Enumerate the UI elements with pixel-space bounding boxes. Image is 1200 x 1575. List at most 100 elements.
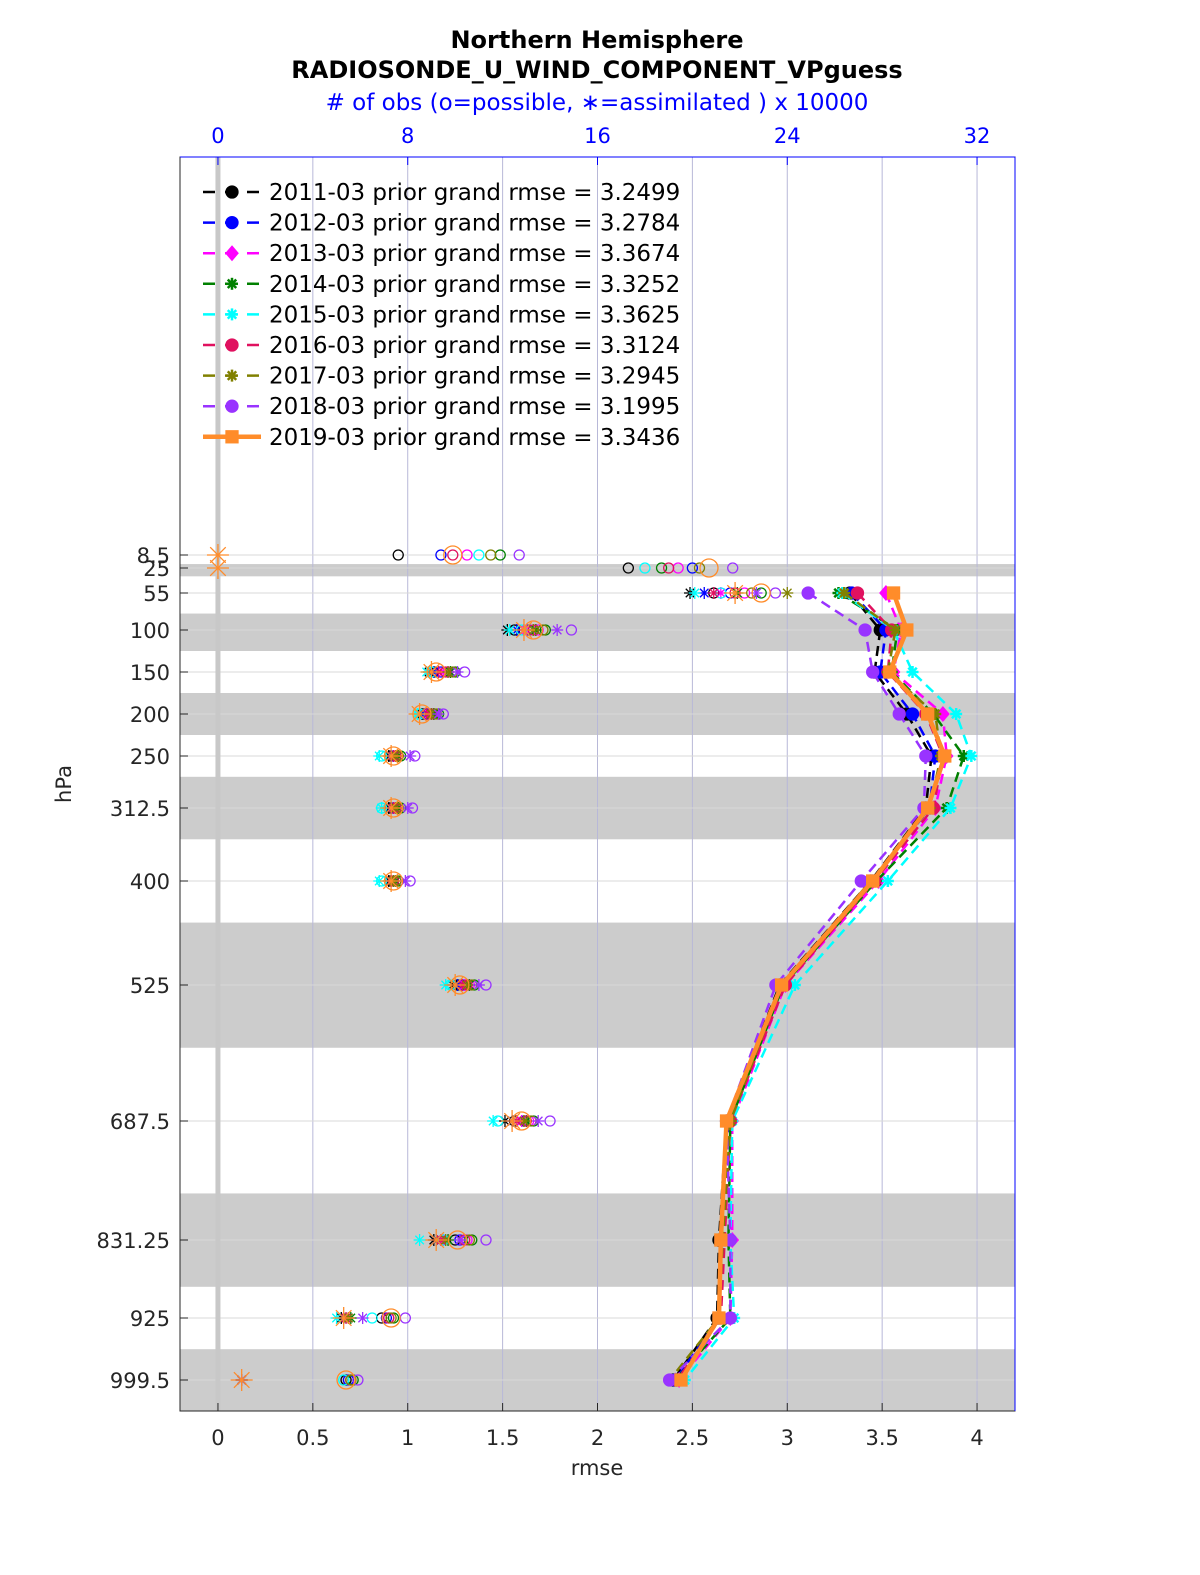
top-tick-label-2: 16 (584, 124, 611, 148)
legend-label-5: 2016-03 prior grand rmse = 3.3124 (269, 333, 680, 359)
possible-marker-s5-l1 (663, 562, 675, 574)
x-tick-label-0: 0 (211, 1426, 224, 1450)
series-point-s6-l0-ray (839, 587, 850, 599)
assimilated-marker-s8-l3 (512, 619, 535, 641)
possible-marker-s1-l0 (435, 549, 447, 561)
x-tick-label-2: 1 (401, 1426, 414, 1450)
series-point-s8-l3 (921, 707, 935, 721)
assimilated-marker-s1-l2-ray (699, 588, 709, 598)
assimilated-marker-s7-l3 (551, 624, 564, 636)
assimilated-marker-s8-l5 (408, 703, 431, 725)
assimilated-marker-s7-l12-ray (357, 1313, 368, 1323)
series-point-s8-l6 (866, 874, 880, 888)
series-point-s4-l5-ray (945, 802, 956, 814)
assimilated-marker-s4-l6-ray (374, 751, 384, 761)
series-point-s8-l9 (714, 1233, 728, 1247)
series-point-s6-l0 (838, 587, 851, 599)
possible-marker-s0-l0 (392, 549, 404, 561)
series-point-s7-l6 (854, 874, 868, 888)
assimilated-marker-s4-l8-ray (374, 876, 384, 886)
legend-marker-3-ray (226, 278, 238, 289)
assimilated-marker-s7-l5 (432, 708, 445, 720)
assimilated-marker-s8-l13 (230, 1369, 253, 1391)
series-point-s7-l3 (892, 707, 906, 721)
legend-label-2: 2013-03 prior grand rmse = 3.3674 (269, 241, 680, 267)
y-tick-label-1: 25 (143, 557, 170, 581)
possible-marker-s7-l1 (727, 562, 739, 574)
legend-label-1: 2012-03 prior grand rmse = 3.2784 (269, 211, 680, 237)
assimilated-marker-s8-l11-ray (427, 1231, 445, 1249)
series-line-7 (668, 591, 928, 1381)
chart-subtitle: RADIOSONDE_U_WIND_COMPONENT_VPguess (291, 56, 902, 84)
assimilated-marker-s8-l2 (724, 582, 747, 604)
series-line-8 (679, 592, 948, 1382)
assimilated-marker-s8-l12-ray (335, 1309, 352, 1327)
x-axis-label: rmse (571, 1456, 624, 1480)
series-point-s4-l6-ray (882, 875, 893, 887)
series-point-s7-l1 (858, 623, 872, 637)
assimilated-marker-s4-l2-ray (690, 588, 700, 598)
assimilated-marker-s7-l5-ray (433, 709, 444, 719)
series-point-s7-l10 (723, 1311, 737, 1325)
assimilated-marker-s7-l3-ray (552, 625, 562, 635)
series-point-s4-l3 (950, 708, 963, 720)
assimilated-marker-s8-l6-ray (382, 747, 400, 765)
assimilated-marker-s6-l2 (781, 587, 794, 599)
assimilated-marker-s7-l10-ray (533, 1116, 543, 1126)
series-point-s7-l11 (662, 1373, 677, 1387)
legend-marker-7 (225, 399, 239, 413)
possible-marker-s8-l2 (751, 583, 771, 603)
y-tick-label-6: 250 (130, 745, 170, 769)
bottom-axis-ticks: 0 0.5 1 1.5 2 2.5 3 3.5 4 (211, 1403, 984, 1450)
possible-marker-s1-l1 (686, 562, 699, 574)
assimilated-marker-s8-l4 (420, 661, 443, 683)
assimilated-marker-s8-l4-ray (423, 663, 440, 681)
x-tick-label-7: 3.5 (865, 1426, 898, 1450)
assimilated-marker-s8-l6 (380, 745, 403, 767)
legend-marker-4-ray (226, 309, 238, 320)
assimilated-marker-s2-l2-ray (716, 588, 726, 598)
possible-marker-s4-l0 (473, 549, 485, 561)
series-point-s8-l8 (719, 1114, 734, 1128)
assimilated-marker-s7-l10 (532, 1115, 545, 1127)
top-tick-label-4: 32 (964, 124, 991, 148)
series-point-s6-l1 (889, 624, 902, 636)
legend-label-7: 2018-03 prior grand rmse = 3.1995 (269, 394, 680, 420)
y-tick-label-13: 999.5 (110, 1369, 170, 1393)
y-tick-label-2: 55 (143, 582, 170, 606)
x-tick-label-6: 3 (781, 1426, 794, 1450)
series-point-s4-l6 (881, 875, 894, 887)
series-point-s4-l3-ray (951, 708, 962, 720)
y-axis-label: hPa (52, 765, 76, 803)
series-point-s4-l4 (965, 750, 978, 762)
y-tick-label-7: 312.5 (110, 797, 170, 821)
assimilated-marker-s4-l11 (413, 1234, 426, 1246)
assimilated-marker-s7-l2 (750, 587, 763, 599)
assimilated-marker-s4-l11-ray (414, 1235, 425, 1245)
possible-marker-s6-l12 (385, 1312, 397, 1324)
assimilated-marker-s8-l7-ray (382, 799, 400, 817)
assimilated-marker-s4-l3-ray (505, 625, 515, 635)
assimilated-marker-s5-l2 (707, 587, 720, 599)
assimilated-marker-s4-l10-ray (488, 1116, 498, 1126)
top-axis-ticks: 0 8 16 24 32 (211, 124, 990, 165)
assimilated-marker-s8-l7 (380, 797, 403, 819)
possible-marker-s0-l1 (622, 562, 634, 574)
assimilated-marker-s7-l7 (401, 802, 414, 814)
series-point-s8-l0 (886, 586, 901, 600)
possible-marker-s7-l11 (480, 1234, 492, 1246)
assimilated-marker-s8-l1-ray (209, 559, 227, 577)
assimilated-marker-s7-l9 (472, 979, 485, 991)
assimilated-marker-s4-l3 (503, 624, 516, 636)
series-point-s8-l5 (921, 801, 935, 815)
y-tick-label-9: 525 (130, 974, 170, 998)
series-point-s8-l7 (774, 978, 789, 992)
possible-marker-s7-l3 (565, 624, 578, 636)
assimilated-marker-s8-l3-ray (515, 621, 533, 639)
legend-marker-6 (226, 369, 238, 382)
series-point-s1-l3 (905, 707, 920, 721)
x-tick-label-8: 4 (970, 1426, 983, 1450)
y-tick-label-11: 831.25 (97, 1229, 170, 1253)
possible-marker-s8-l1 (699, 558, 719, 578)
possible-marker-s7-l0 (513, 549, 525, 561)
